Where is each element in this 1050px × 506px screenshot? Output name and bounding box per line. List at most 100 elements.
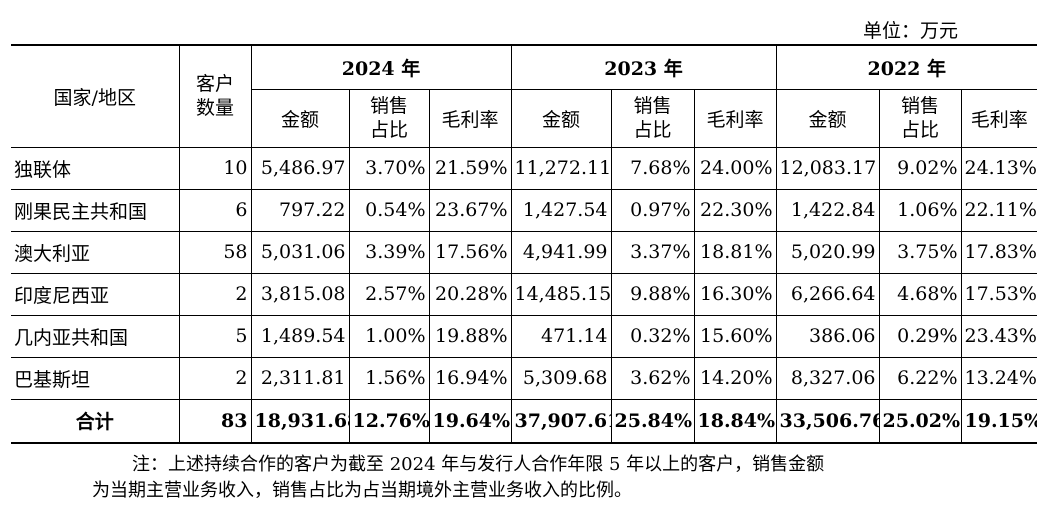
cell-total-margin-2022: 19.15% (960, 398, 1038, 444)
cell-region: 澳大利亚 (11, 230, 180, 274)
cell-margin-2023: 16.30% (693, 272, 777, 316)
header-margin: 毛利率 (428, 88, 512, 148)
cell-margin-2022: 24.13% (960, 146, 1038, 190)
header-customers-line2: 数量 (195, 97, 234, 120)
cell-total-margin-2023: 18.84% (693, 398, 777, 444)
cell-share-2024: 1.00% (348, 314, 430, 358)
total-row: 合计 83 18,931.68 12.76% 19.64% 37,907.61 … (11, 398, 1038, 444)
cell-customers: 10 (178, 146, 252, 190)
table-row: 巴基斯坦 2 2,311.81 1.56% 16.94% 5,309.68 3.… (11, 356, 1038, 400)
header-share: 销售 占比 (878, 88, 962, 148)
table-row: 刚果民主共和国 6 797.22 0.54% 23.67% 1,427.54 0… (11, 188, 1038, 232)
cell-margin-2022: 17.53% (960, 272, 1038, 316)
header-share-line2: 占比 (900, 119, 939, 141)
cell-region: 几内亚共和国 (11, 314, 180, 358)
cell-share-2022: 9.02% (878, 146, 962, 190)
header-amount: 金额 (775, 88, 880, 148)
footnote-line1: 注：上述持续合作的客户为截至 2024 年与发行人合作年限 5 年以上的客户，销… (132, 454, 825, 475)
cell-amount-2024: 5,486.97 (250, 146, 350, 190)
cell-margin-2023: 14.20% (693, 356, 777, 400)
cell-customers: 5 (178, 314, 252, 358)
cell-amount-2022: 1,422.84 (775, 188, 880, 232)
cell-amount-2024: 1,489.54 (250, 314, 350, 358)
cell-amount-2023: 471.14 (510, 314, 612, 358)
cell-share-2023: 7.68% (610, 146, 695, 190)
cell-total-share-2024: 12.76% (348, 398, 430, 444)
header-year-2022: 2022 年 (775, 44, 1038, 90)
cell-share-2024: 2.57% (348, 272, 430, 316)
cell-margin-2023: 18.81% (693, 230, 777, 274)
cell-total-label: 合计 (11, 398, 180, 444)
cell-margin-2022: 13.24% (960, 356, 1038, 400)
cell-amount-2022: 8,327.06 (775, 356, 880, 400)
table-row: 独联体 10 5,486.97 3.70% 21.59% 11,272.11 7… (11, 146, 1038, 190)
cell-total-customers: 83 (178, 398, 252, 444)
cell-amount-2023: 4,941.99 (510, 230, 612, 274)
header-customers: 客户 数量 (178, 44, 252, 148)
cell-region: 独联体 (11, 146, 180, 190)
cell-amount-2022: 6,266.64 (775, 272, 880, 316)
cell-margin-2023: 15.60% (693, 314, 777, 358)
cell-share-2024: 3.39% (348, 230, 430, 274)
header-customers-line1: 客户 (195, 73, 234, 96)
cell-share-2023: 0.97% (610, 188, 695, 232)
cell-margin-2024: 17.56% (428, 230, 512, 274)
cell-share-2022: 6.22% (878, 356, 962, 400)
cell-customers: 6 (178, 188, 252, 232)
cell-total-amount-2024: 18,931.68 (250, 398, 350, 444)
cell-share-2023: 9.88% (610, 272, 695, 316)
unit-label: 单位：万元 (862, 20, 958, 42)
table-row: 几内亚共和国 5 1,489.54 1.00% 19.88% 471.14 0.… (11, 314, 1038, 358)
cell-margin-2023: 24.00% (693, 146, 777, 190)
cell-margin-2022: 23.43% (960, 314, 1038, 358)
header-year-2023: 2023 年 (510, 44, 777, 90)
cell-amount-2023: 1,427.54 (510, 188, 612, 232)
cell-amount-2024: 3,815.08 (250, 272, 350, 316)
cell-amount-2023: 5,309.68 (510, 356, 612, 400)
cell-amount-2024: 5,031.06 (250, 230, 350, 274)
header-year-2024: 2024 年 (250, 44, 512, 90)
header-share: 销售 占比 (610, 88, 695, 148)
cell-margin-2024: 20.28% (428, 272, 512, 316)
cell-margin-2023: 22.30% (693, 188, 777, 232)
cell-total-amount-2022: 33,506.76 (775, 398, 880, 444)
cell-margin-2024: 16.94% (428, 356, 512, 400)
cell-customers: 2 (178, 356, 252, 400)
cell-total-share-2022: 25.02% (878, 398, 962, 444)
cell-margin-2022: 22.11% (960, 188, 1038, 232)
cell-customers: 58 (178, 230, 252, 274)
cell-margin-2024: 23.67% (428, 188, 512, 232)
cell-share-2022: 4.68% (878, 272, 962, 316)
cell-amount-2023: 14,485.15 (510, 272, 612, 316)
cell-region: 印度尼西亚 (11, 272, 180, 316)
cell-share-2024: 1.56% (348, 356, 430, 400)
cell-share-2022: 1.06% (878, 188, 962, 232)
cell-customers: 2 (178, 272, 252, 316)
footnote: 注：上述持续合作的客户为截至 2024 年与发行人合作年限 5 年以上的客户，销… (92, 452, 992, 504)
cell-amount-2024: 797.22 (250, 188, 350, 232)
cell-share-2024: 0.54% (348, 188, 430, 232)
cell-amount-2024: 2,311.81 (250, 356, 350, 400)
cell-total-amount-2023: 37,907.61 (510, 398, 612, 444)
cell-margin-2024: 19.88% (428, 314, 512, 358)
cell-share-2024: 3.70% (348, 146, 430, 190)
header-margin: 毛利率 (693, 88, 777, 148)
cell-share-2023: 3.37% (610, 230, 695, 274)
header-share-line1: 销售 (633, 95, 672, 117)
cell-share-2022: 3.75% (878, 230, 962, 274)
cell-margin-2024: 21.59% (428, 146, 512, 190)
header-region: 国家/地区 (11, 44, 180, 148)
cell-amount-2022: 5,020.99 (775, 230, 880, 274)
header-share-line2: 占比 (369, 119, 408, 141)
header-amount: 金额 (510, 88, 612, 148)
cell-region: 刚果民主共和国 (11, 188, 180, 232)
table-row: 澳大利亚 58 5,031.06 3.39% 17.56% 4,941.99 3… (11, 230, 1038, 274)
cell-amount-2023: 11,272.11 (510, 146, 612, 190)
customer-sales-table: 国家/地区 客户 数量 2024 年 2023 年 2022 年 金额 销售 占比… (11, 44, 1038, 444)
footnote-line2: 为当期主营业务收入，销售占比为占当期境外主营业务收入的比例。 (92, 480, 632, 501)
header-share-line1: 销售 (369, 95, 408, 117)
cell-region: 巴基斯坦 (11, 356, 180, 400)
cell-amount-2022: 386.06 (775, 314, 880, 358)
header-share-line2: 占比 (633, 119, 672, 141)
table-row: 印度尼西亚 2 3,815.08 2.57% 20.28% 14,485.15 … (11, 272, 1038, 316)
